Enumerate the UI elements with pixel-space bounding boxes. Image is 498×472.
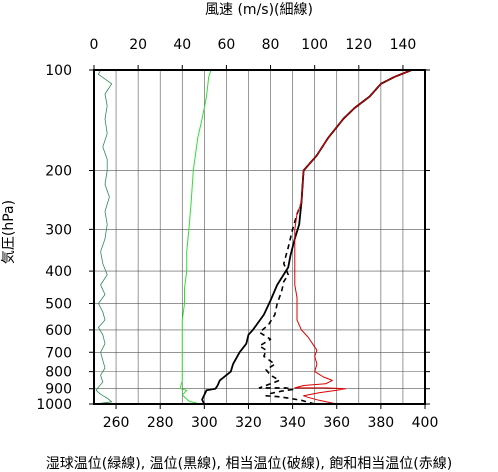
bottom-tick-label: 380 <box>367 415 394 431</box>
potential-temperature-line <box>201 69 413 405</box>
top-tick-label: 40 <box>173 37 191 53</box>
top-tick-label: 0 <box>90 37 99 53</box>
y-tick-label: 700 <box>45 345 72 361</box>
y-tick-label: 800 <box>45 365 72 381</box>
top-tick-label: 120 <box>345 37 372 53</box>
y-tick-label: 600 <box>45 323 72 339</box>
y-tick-label: 200 <box>45 164 72 180</box>
top-tick-label: 80 <box>262 37 280 53</box>
plot-frame <box>93 69 426 405</box>
series-group <box>95 69 413 405</box>
bottom-tick-label: 400 <box>412 415 439 431</box>
y-tick-label: 400 <box>45 264 72 280</box>
top-tick-label: 60 <box>217 37 235 53</box>
y-axis-title: 気圧(hPa) <box>1 200 17 264</box>
y-tick-label: 300 <box>45 222 72 238</box>
top-tick-label: 140 <box>390 37 417 53</box>
y-tick-label: 1000 <box>36 397 72 413</box>
bottom-tick-label: 300 <box>191 415 218 431</box>
saturated-equivalent-potential-temperature-line <box>294 69 412 405</box>
bottom-tick-label: 320 <box>235 415 262 431</box>
bottom-tick-label: 280 <box>147 415 174 431</box>
y-tick-label: 100 <box>45 63 72 79</box>
grid <box>94 70 425 404</box>
ticks: 260 280 300 320 340 360 380 400 0 20 40 60 80 100 120 1… <box>36 37 438 431</box>
y-tick-label: 500 <box>45 296 72 312</box>
bottom-axis-title: 湿球温位(緑線), 温位(黒線), 相当温位(破線), 飽和相当温位(赤線) <box>46 455 452 472</box>
bottom-tick-label: 340 <box>279 415 306 431</box>
top-axis-title: 風速 (m/s)(細線) <box>205 2 313 18</box>
top-tick-label: 20 <box>129 37 147 53</box>
bottom-tick-label: 360 <box>323 415 350 431</box>
bottom-tick-label: 260 <box>103 415 130 431</box>
equivalent-potential-temperature-line <box>258 69 413 405</box>
top-tick-label: 100 <box>301 37 328 53</box>
y-tick-label: 900 <box>45 382 72 398</box>
wet-bulb-potential-temperature-line <box>179 69 212 405</box>
wind-speed-line <box>95 69 113 405</box>
